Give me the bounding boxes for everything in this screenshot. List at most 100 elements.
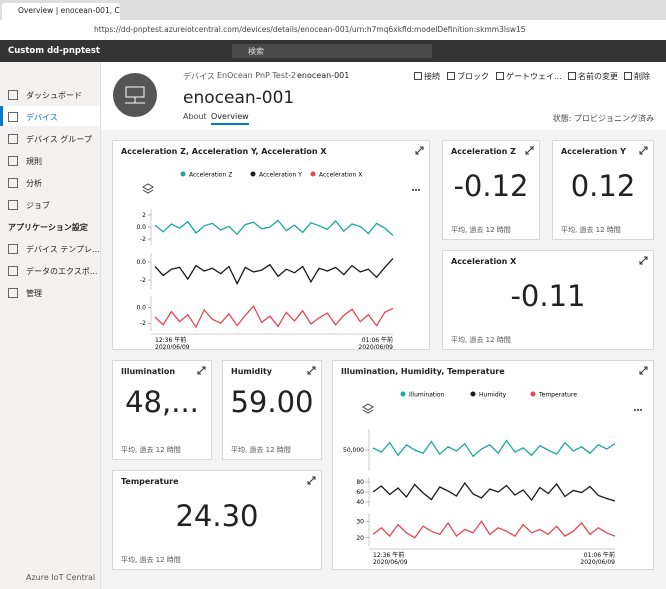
expand-glyph <box>307 476 316 485</box>
tile-title: Acceleration X <box>451 257 517 266</box>
y-tick-label: -2 <box>140 277 146 284</box>
x-tick-label: 2020/06/09 <box>358 344 393 349</box>
tile-caption: 平均, 過去 12 時間 <box>451 226 511 234</box>
expand-icon[interactable] <box>639 146 648 155</box>
y-tick-label: 50,000 <box>343 447 364 454</box>
action[interactable]: ゲートウェイ... <box>506 72 562 81</box>
expand-glyph <box>307 366 316 375</box>
expand-glyph <box>639 256 648 265</box>
tab[interactable]: About <box>183 112 207 121</box>
nav-item[interactable]: ジョブ <box>26 201 50 210</box>
tile-title: Illumination, Humidity, Temperature <box>341 367 505 376</box>
crumb[interactable]: デバイス <box>183 72 215 81</box>
expand-icon[interactable] <box>525 146 534 155</box>
series-line <box>372 481 616 502</box>
crumb[interactable]: EnOcean PnP Test-2 <box>217 71 297 80</box>
tile: Acceleration Z, Acceleration Y, Accelera… <box>112 140 430 350</box>
legend-dot <box>530 391 536 397</box>
more-icon <box>637 409 639 411</box>
y-tick-label: -2 <box>140 236 146 243</box>
y-tick-label: 20 <box>356 535 364 542</box>
nav-item[interactable]: 分析 <box>26 179 42 188</box>
more-icon <box>412 189 414 191</box>
nav-item[interactable]: 規則 <box>26 157 42 166</box>
action-icon <box>624 72 632 80</box>
nav-item[interactable]: デバイス グループ <box>26 135 92 144</box>
series-line <box>154 304 394 329</box>
expand-icon[interactable] <box>415 146 424 155</box>
y-tick-label: 2 <box>142 212 146 219</box>
tile-title: Acceleration Z <box>451 147 516 156</box>
tab-bar <box>0 0 666 20</box>
legend-label: Acceleration Y <box>259 172 302 179</box>
line-chart: Acceleration Z 2 0.0 -2 Acceleration Y 0.0 -2 A… <box>136 171 420 349</box>
more-icon <box>640 409 642 411</box>
nav-item[interactable]: ダッシュボード <box>26 91 82 100</box>
action-icon <box>568 72 576 80</box>
device-icon <box>113 73 157 117</box>
nav-icon <box>8 156 18 166</box>
nav-icon <box>8 112 18 122</box>
kpi-value: 59.00 <box>230 385 314 419</box>
action[interactable]: 名前の変更 <box>578 72 618 81</box>
action[interactable]: ブロック <box>457 72 489 81</box>
nav-section: アプリケーション設定 <box>8 223 88 232</box>
x-tick-label: 01:06 午前 <box>584 551 615 559</box>
y-tick-label: 60 <box>356 489 364 496</box>
nav-icon <box>8 134 18 144</box>
legend-dot <box>470 391 476 397</box>
kpi-value: -0.12 <box>453 169 529 203</box>
nav-item[interactable]: デバイス <box>26 113 58 122</box>
legend-label: Acceleration Z <box>189 172 232 179</box>
more-icon <box>418 189 420 191</box>
x-tick-label: 12:36 午前 <box>373 551 404 559</box>
nav-icon <box>8 266 18 276</box>
tile-caption: 平均, 過去 12 時間 <box>121 556 181 564</box>
expand-glyph <box>639 366 648 375</box>
line-chart: Illumination 50,000 Humidity 80 60 40 Temperat… <box>343 391 642 566</box>
app-name[interactable]: Custom dd-pnptest <box>8 46 100 56</box>
legend-label: Humidity <box>479 392 507 399</box>
status: 状態: プロビジョニング済み <box>552 114 654 123</box>
tile: Illumination 48,... 平均, 過去 12 時間 <box>112 360 212 460</box>
x-tick-label: 2020/06/09 <box>373 559 408 566</box>
tile-caption: 平均, 過去 12 時間 <box>561 226 621 234</box>
series-line <box>154 257 394 286</box>
expand-glyph <box>197 366 206 375</box>
nav-item[interactable]: デバイス テンプレ... <box>26 245 100 254</box>
expand-icon[interactable] <box>307 476 316 485</box>
action[interactable]: 接続 <box>424 72 440 81</box>
action[interactable]: 削除 <box>634 72 650 81</box>
layers-icon <box>142 183 154 194</box>
series-line <box>372 520 616 539</box>
tile: Humidity 59.00 平均, 過去 12 時間 <box>222 360 322 460</box>
expand-icon[interactable] <box>307 366 316 375</box>
more-icon <box>415 189 417 191</box>
tab-selected[interactable]: Overview <box>211 112 249 125</box>
action-icon <box>414 72 422 80</box>
tile: Illumination, Humidity, Temperature Illum… <box>332 360 654 570</box>
tile: Acceleration Y 0.12 平均, 過去 12 時間 <box>552 140 654 240</box>
action-icon <box>496 72 504 80</box>
sidebar: ダッシュボード デバイスデバイス グループ 規則分析ジョブアプリケーション設定デバイ… <box>0 62 101 589</box>
expand-icon[interactable] <box>639 366 648 375</box>
browser-tab[interactable]: Overview | enocean-001, Custom <box>2 3 120 20</box>
y-tick-label: 0.0 <box>136 224 146 231</box>
search-box[interactable]: 検索 <box>232 44 432 58</box>
expand-icon[interactable] <box>639 256 648 265</box>
page-header <box>101 62 666 130</box>
url[interactable]: https://dd-pnptest.azureiotcentral.com/d… <box>94 25 526 34</box>
y-tick-label: -2 <box>140 320 146 327</box>
legend-dot <box>180 171 186 177</box>
legend-dot <box>400 391 406 397</box>
nav-icon <box>8 244 18 254</box>
x-tick-label: 01:06 午前 <box>362 336 393 344</box>
expand-icon[interactable] <box>197 366 206 375</box>
nav-item[interactable]: 管理 <box>26 289 42 298</box>
action-icon <box>447 72 455 80</box>
tile: Acceleration X -0.11 平均, 過去 12 時間 <box>442 250 654 350</box>
nav-icon <box>8 288 18 298</box>
nav-item[interactable]: データのエクスポ... <box>26 267 98 276</box>
kpi-value: 0.12 <box>570 169 636 203</box>
